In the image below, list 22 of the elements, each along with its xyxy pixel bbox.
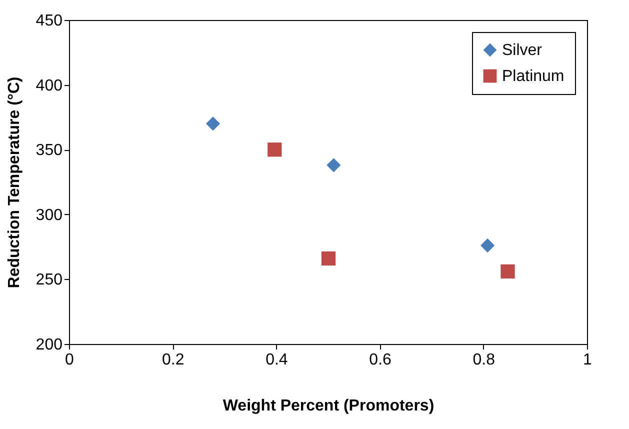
- point: [321, 251, 336, 266]
- point: [268, 142, 282, 157]
- legend-label: Platinum: [502, 68, 564, 85]
- x-tick-label: 0: [65, 352, 74, 368]
- y-tick-label: 350: [36, 142, 63, 160]
- x-tick-label: 0.4: [266, 352, 288, 368]
- y-axis-title: Reduction Temperature (°C): [6, 76, 23, 288]
- point: [206, 116, 220, 131]
- y-tick-label: 400: [36, 77, 63, 94]
- x-tick-label: 1: [583, 352, 592, 368]
- point: [500, 264, 515, 278]
- point: [480, 238, 495, 253]
- y-tick-label: 200: [36, 336, 63, 354]
- x-tick-label: 0.2: [162, 352, 184, 368]
- legend-label: Silver: [502, 42, 543, 59]
- y-tick-label: 450: [36, 12, 63, 30]
- x-tick-label: 0.6: [369, 352, 392, 368]
- x-axis-title: Weight Percent (Promoters): [222, 398, 434, 414]
- x-tick-label: 0.8: [472, 352, 496, 368]
- y-tick-label: 250: [36, 272, 63, 289]
- y-tick-label: 300: [36, 206, 63, 224]
- point: [326, 158, 341, 172]
